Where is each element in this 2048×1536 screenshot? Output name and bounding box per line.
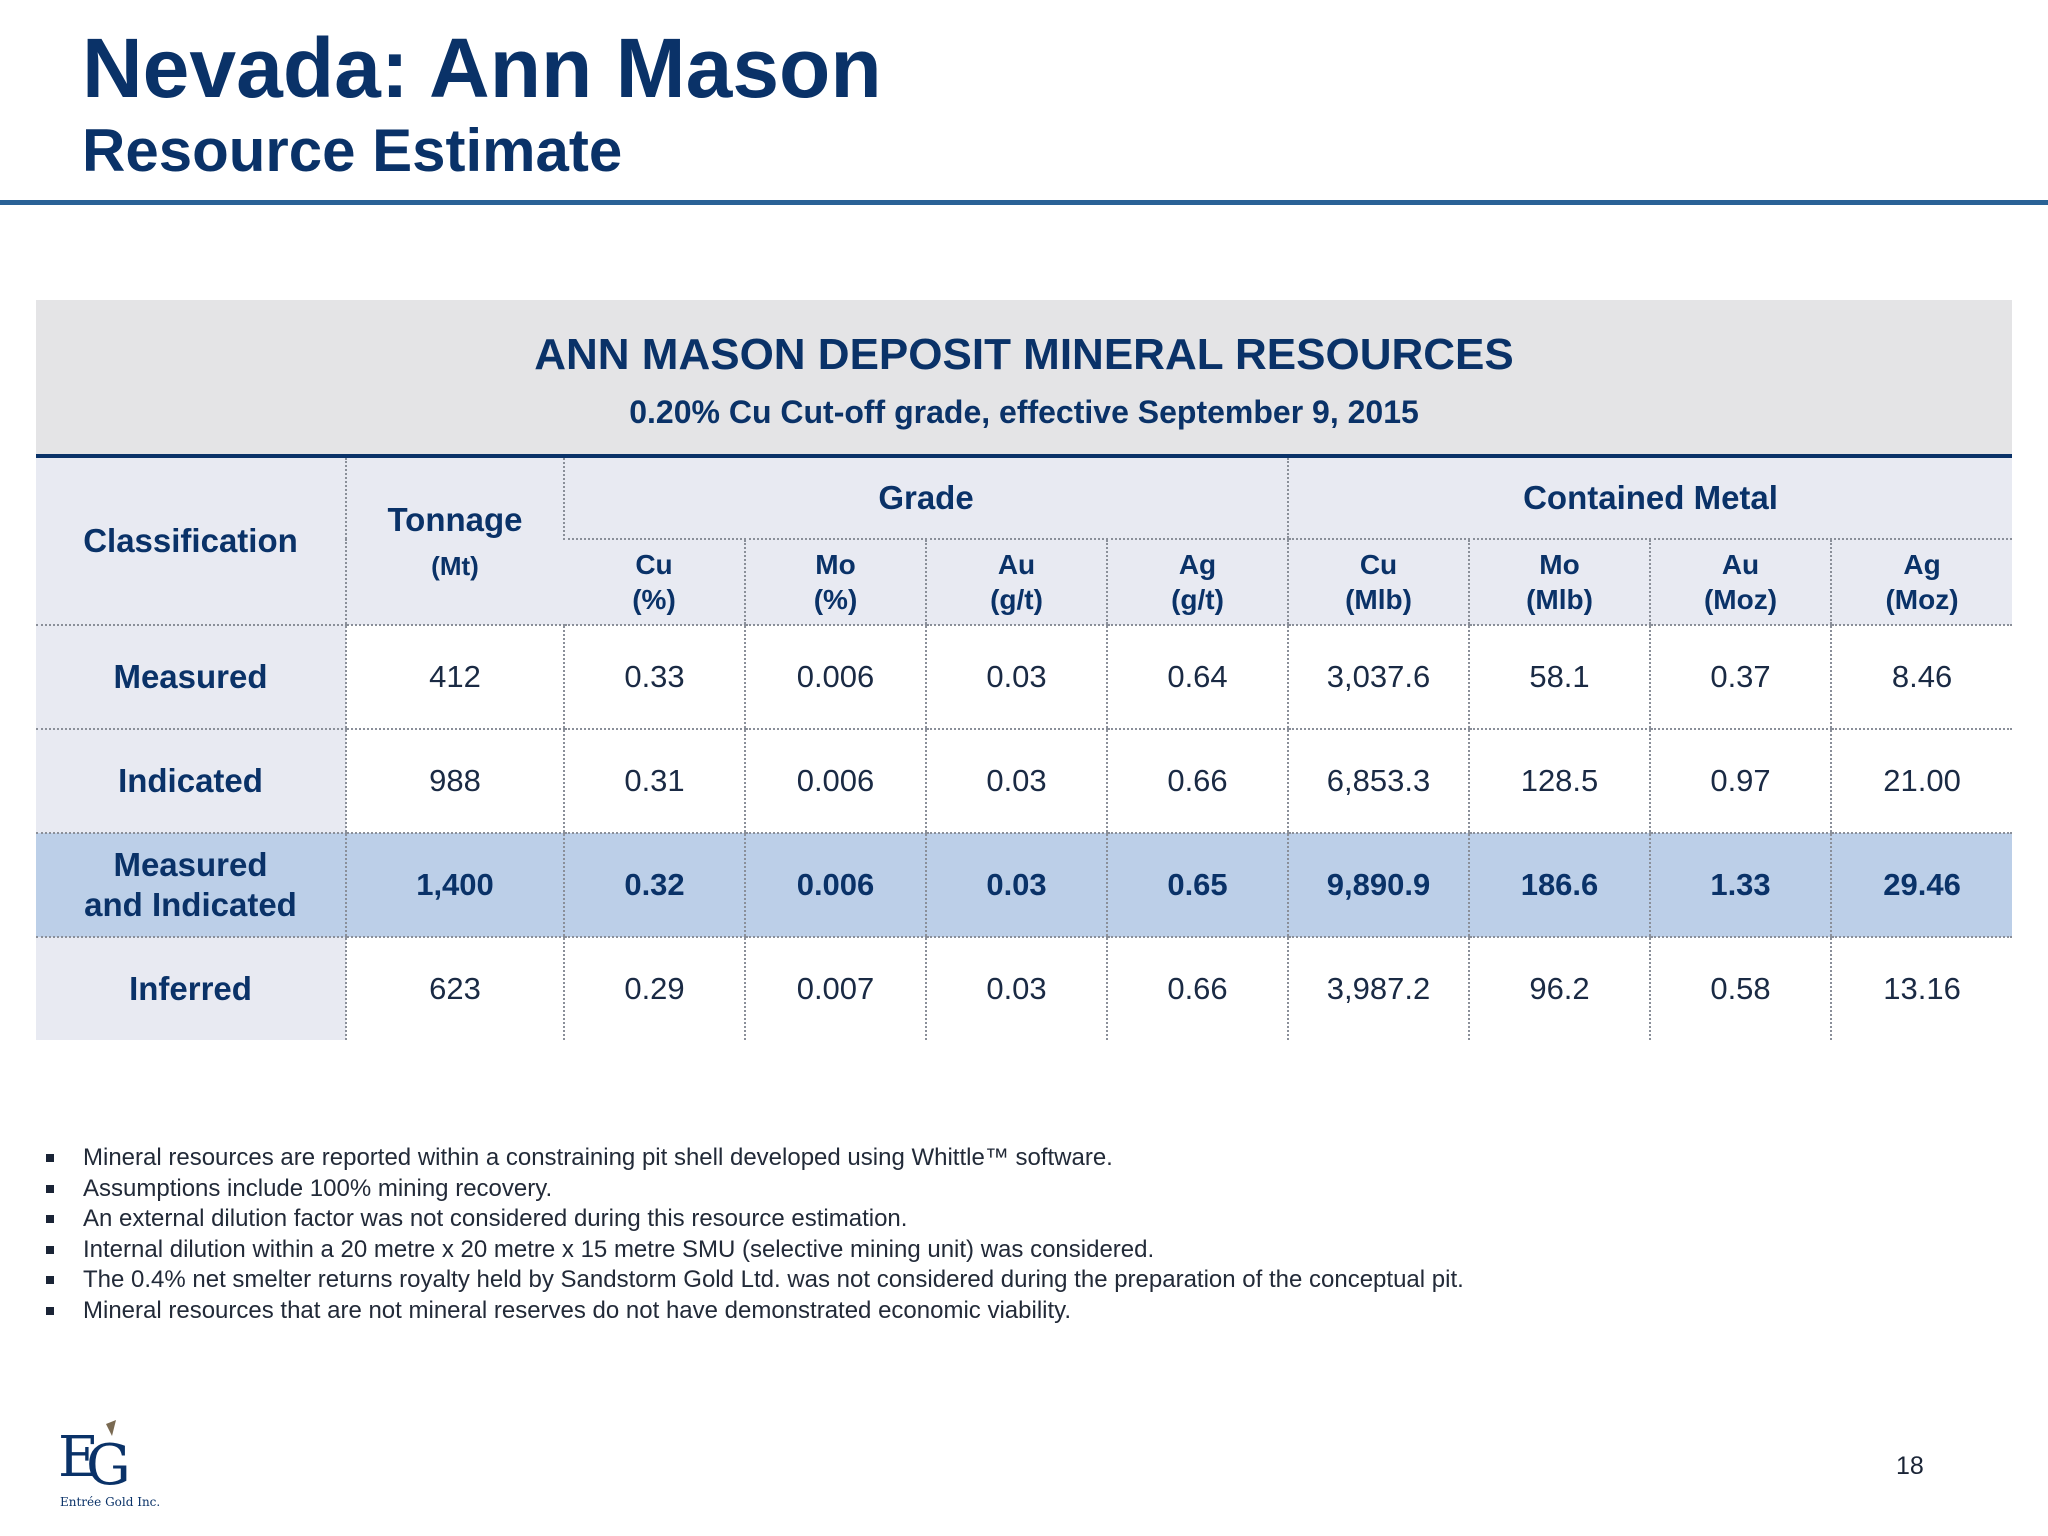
page-number: 18 xyxy=(1896,1452,1924,1480)
list-item: Mineral resources that are not mineral r… xyxy=(46,1296,1464,1327)
cell-value: 3,987.2 xyxy=(1287,937,1469,1040)
row-classification: Measured xyxy=(36,625,346,730)
resource-grid: Classification Tonnage (Mt) Grade Contai… xyxy=(36,458,2013,1040)
page-subtitle: Resource Estimate xyxy=(82,117,623,184)
bullet-icon xyxy=(46,1306,54,1315)
table-row: Inferred 623 0.29 0.007 0.03 0.66 3,987.… xyxy=(36,937,2013,1040)
cell-value: 9,890.9 xyxy=(1287,833,1469,938)
row-classification: Inferred xyxy=(36,937,346,1040)
list-item: Assumptions include 100% mining recovery… xyxy=(46,1174,1464,1205)
table-row-total: Measured and Indicated 1,400 0.32 0.006 0… xyxy=(36,833,2013,938)
cell-value: 0.006 xyxy=(744,729,926,834)
cell-value: 0.97 xyxy=(1649,729,1831,834)
tonnage-header: Tonnage (Mt) xyxy=(345,458,564,626)
bullet-icon xyxy=(46,1245,54,1254)
bullet-icon xyxy=(46,1154,54,1162)
cell-value: 58.1 xyxy=(1468,625,1650,730)
table-subtitle: 0.20% Cu Cut-off grade, effective Septem… xyxy=(629,394,1419,430)
grade-col-header: Mo (%) xyxy=(744,539,926,626)
metal-col-header: Au (Moz) xyxy=(1649,539,1831,626)
table-title: ANN MASON DEPOSIT MINERAL RESOURCES xyxy=(534,330,1514,379)
cell-value: 186.6 xyxy=(1468,833,1650,938)
tonnage-unit: (Mt) xyxy=(431,550,479,581)
table-heading: ANN MASON DEPOSIT MINERAL RESOURCES 0.20… xyxy=(36,300,2012,458)
list-item: Mineral resources are reported within a … xyxy=(46,1143,1464,1174)
svg-text:G: G xyxy=(86,1433,131,1498)
svg-text:Entrée Gold Inc.: Entrée Gold Inc. xyxy=(60,1495,160,1509)
metal-col-header: Ag (Moz) xyxy=(1829,539,2013,626)
cell-value: 8.46 xyxy=(1829,625,2013,730)
bullet-icon xyxy=(46,1215,54,1224)
cell-value: 0.03 xyxy=(925,625,1107,730)
footnotes-list: Mineral resources are reported within a … xyxy=(46,1143,1464,1327)
cell-value: 21.00 xyxy=(1829,729,2013,834)
cell-value: 0.58 xyxy=(1649,937,1831,1040)
bullet-icon xyxy=(46,1184,54,1193)
cell-value: 96.2 xyxy=(1468,937,1650,1040)
cell-value: 6,853.3 xyxy=(1287,729,1469,834)
cell-value: 0.03 xyxy=(925,729,1107,834)
cell-value: 0.31 xyxy=(563,729,745,834)
cell-value: 0.64 xyxy=(1106,625,1288,730)
cell-value: 0.03 xyxy=(925,833,1107,938)
cell-value: 13.16 xyxy=(1829,937,2013,1040)
tonnage-label: Tonnage xyxy=(387,500,523,538)
svg-text:E: E xyxy=(58,1425,99,1490)
list-item: Internal dilution within a 20 metre x 20… xyxy=(46,1235,1464,1266)
cell-value: 0.37 xyxy=(1649,625,1831,730)
metal-col-header: Cu (Mlb) xyxy=(1287,539,1469,626)
table-row: Measured 412 0.33 0.006 0.03 0.64 3,037.… xyxy=(36,625,2013,730)
cell-value: 3,037.6 xyxy=(1287,625,1469,730)
page-title: Nevada: Ann Mason xyxy=(82,21,882,115)
header-divider xyxy=(0,200,2048,205)
row-classification: Measured and Indicated xyxy=(36,833,346,938)
resource-table: ANN MASON DEPOSIT MINERAL RESOURCES 0.20… xyxy=(36,300,2013,1040)
cell-value: 0.03 xyxy=(925,937,1107,1040)
bullet-icon xyxy=(46,1276,54,1285)
cell-tonnage: 1,400 xyxy=(345,833,564,938)
row-classification: Indicated xyxy=(36,729,346,834)
cell-value: 0.65 xyxy=(1106,833,1288,938)
metal-col-header: Mo (Mlb) xyxy=(1468,539,1650,626)
cell-value: 0.006 xyxy=(744,625,926,730)
cell-value: 0.32 xyxy=(563,833,745,938)
cell-tonnage: 623 xyxy=(345,937,564,1040)
cell-value: 0.66 xyxy=(1106,729,1288,834)
cell-value: 0.007 xyxy=(744,937,926,1040)
cell-value: 128.5 xyxy=(1468,729,1650,834)
grade-col-header: Au (g/t) xyxy=(925,539,1107,626)
list-item: The 0.4% net smelter returns royalty hel… xyxy=(46,1265,1464,1296)
cell-value: 0.006 xyxy=(744,833,926,938)
grade-header: Grade xyxy=(563,458,1288,540)
cell-value: 0.29 xyxy=(563,937,745,1040)
contained-metal-header: Contained Metal xyxy=(1286,458,2013,540)
logo-icon: E G Entrée Gold Inc. xyxy=(58,1420,160,1509)
list-item: An external dilution factor was not cons… xyxy=(46,1204,1464,1235)
cell-tonnage: 412 xyxy=(345,625,564,730)
company-logo: E G Entrée Gold Inc. xyxy=(56,1414,186,1510)
grade-col-header: Ag (g/t) xyxy=(1106,539,1288,626)
cell-value: 0.33 xyxy=(563,625,745,730)
cell-value: 0.66 xyxy=(1106,937,1288,1040)
table-row: Indicated 988 0.31 0.006 0.03 0.66 6,853… xyxy=(36,729,2013,834)
classification-header: Classification xyxy=(36,458,346,626)
cell-value: 29.46 xyxy=(1829,833,2013,938)
grade-col-header: Cu (%) xyxy=(564,539,745,626)
cell-value: 1.33 xyxy=(1649,833,1831,938)
cell-tonnage: 988 xyxy=(345,729,564,834)
